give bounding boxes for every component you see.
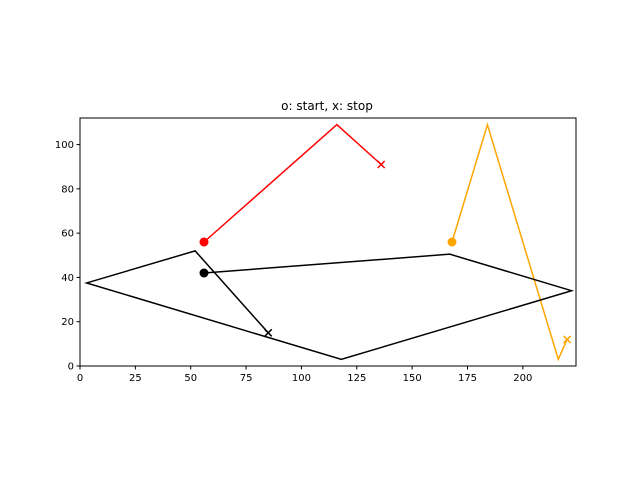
axis-layer: 0 25 50 75 100 125 150 175 200 0 20 40 60 80 100 (55, 140, 532, 384)
x-tick-label: 125 (347, 373, 366, 384)
x-tick-label: 100 (292, 373, 311, 384)
x-tick-label: 0 (77, 373, 83, 384)
x-tick-label: 175 (458, 373, 477, 384)
start-point-marker (199, 268, 209, 278)
chart-title: o: start, x: stop (281, 99, 373, 113)
plot-area (80, 118, 576, 366)
y-tick-label: 80 (61, 184, 74, 195)
series-line-1 (451, 122, 568, 362)
stop-point-marker (264, 328, 273, 337)
series-line-0 (203, 123, 382, 243)
x-tick-label: 25 (129, 373, 142, 384)
y-tick-label: 0 (68, 362, 74, 373)
stop-point-marker (377, 160, 386, 169)
series-layer (84, 122, 575, 362)
start-point-marker (199, 237, 209, 247)
y-tick-label: 40 (61, 273, 74, 284)
x-tick-label: 200 (513, 373, 532, 384)
x-tick-label: 50 (184, 373, 197, 384)
start-point-marker (447, 237, 457, 247)
plot-frame (79, 117, 577, 367)
y-tick-label: 100 (55, 140, 74, 151)
x-tick-label: 150 (403, 373, 422, 384)
y-tick-label: 60 (61, 229, 74, 240)
x-tick-label: 75 (240, 373, 253, 384)
stop-point-marker (563, 335, 572, 344)
series-line-2 (84, 250, 575, 361)
y-tick-label: 20 (61, 317, 74, 328)
